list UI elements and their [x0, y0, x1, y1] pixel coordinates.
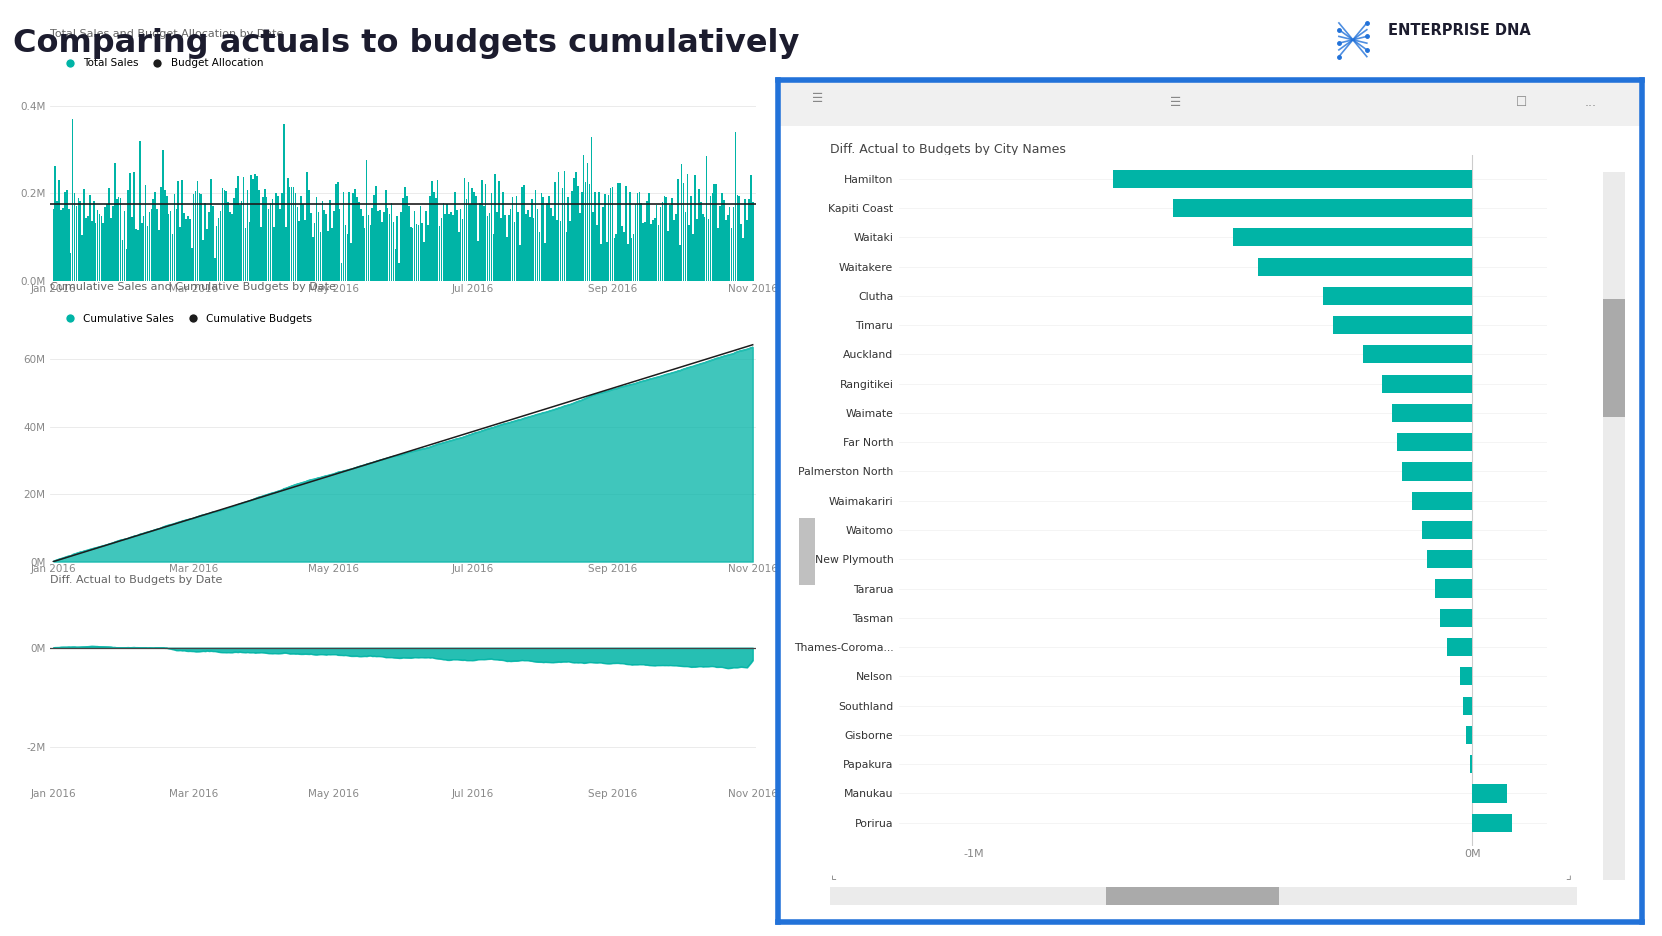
Bar: [1604, 299, 1625, 417]
Bar: [1473, 784, 1507, 802]
Text: ☰: ☰: [813, 92, 824, 105]
Text: ☰: ☰: [1170, 95, 1182, 109]
Bar: [1323, 286, 1473, 305]
Bar: [778, 80, 1642, 125]
Bar: [1448, 638, 1473, 656]
Bar: [1604, 172, 1625, 880]
Bar: [1398, 433, 1473, 451]
Text: ☐: ☐: [1516, 95, 1527, 109]
Bar: [1459, 667, 1473, 685]
Text: Diff. Actual to Budgets by Date: Diff. Actual to Budgets by Date: [50, 575, 223, 585]
Bar: [1434, 579, 1473, 598]
Text: ⌟: ⌟: [1566, 870, 1572, 882]
Legend: Cumulative Sales, Cumulative Budgets: Cumulative Sales, Cumulative Budgets: [55, 310, 316, 329]
Bar: [799, 518, 814, 585]
Bar: [829, 886, 1577, 905]
Bar: [1466, 725, 1473, 744]
Bar: [1428, 550, 1473, 568]
Text: ENTERPRISE DNA: ENTERPRISE DNA: [1388, 23, 1531, 38]
Bar: [1233, 228, 1473, 246]
Text: ...: ...: [1584, 95, 1596, 109]
Bar: [1383, 374, 1473, 393]
Bar: [1423, 521, 1473, 539]
Text: Diff. Actual to Budgets by City Names: Diff. Actual to Budgets by City Names: [829, 142, 1065, 155]
Text: Comparing actuals to budgets cumulatively: Comparing actuals to budgets cumulativel…: [13, 28, 799, 59]
Legend: Total Sales, Budget Allocation: Total Sales, Budget Allocation: [55, 54, 268, 72]
Bar: [1473, 813, 1512, 832]
Bar: [1413, 491, 1473, 510]
Bar: [1333, 316, 1473, 334]
Text: Total Sales and Budget Allocation by Date: Total Sales and Budget Allocation by Dat…: [50, 29, 283, 39]
Bar: [1393, 403, 1473, 422]
Bar: [1403, 462, 1473, 480]
Text: ⌞: ⌞: [831, 870, 838, 882]
Bar: [1114, 169, 1473, 188]
Bar: [1463, 696, 1473, 715]
Bar: [1107, 886, 1280, 905]
Bar: [1173, 199, 1473, 217]
Bar: [1439, 608, 1473, 627]
Text: Cumulative Sales and Cumulative Budgets by Date: Cumulative Sales and Cumulative Budgets …: [50, 282, 336, 292]
Bar: [1258, 257, 1473, 276]
Bar: [1363, 345, 1473, 363]
Bar: [1469, 755, 1473, 773]
